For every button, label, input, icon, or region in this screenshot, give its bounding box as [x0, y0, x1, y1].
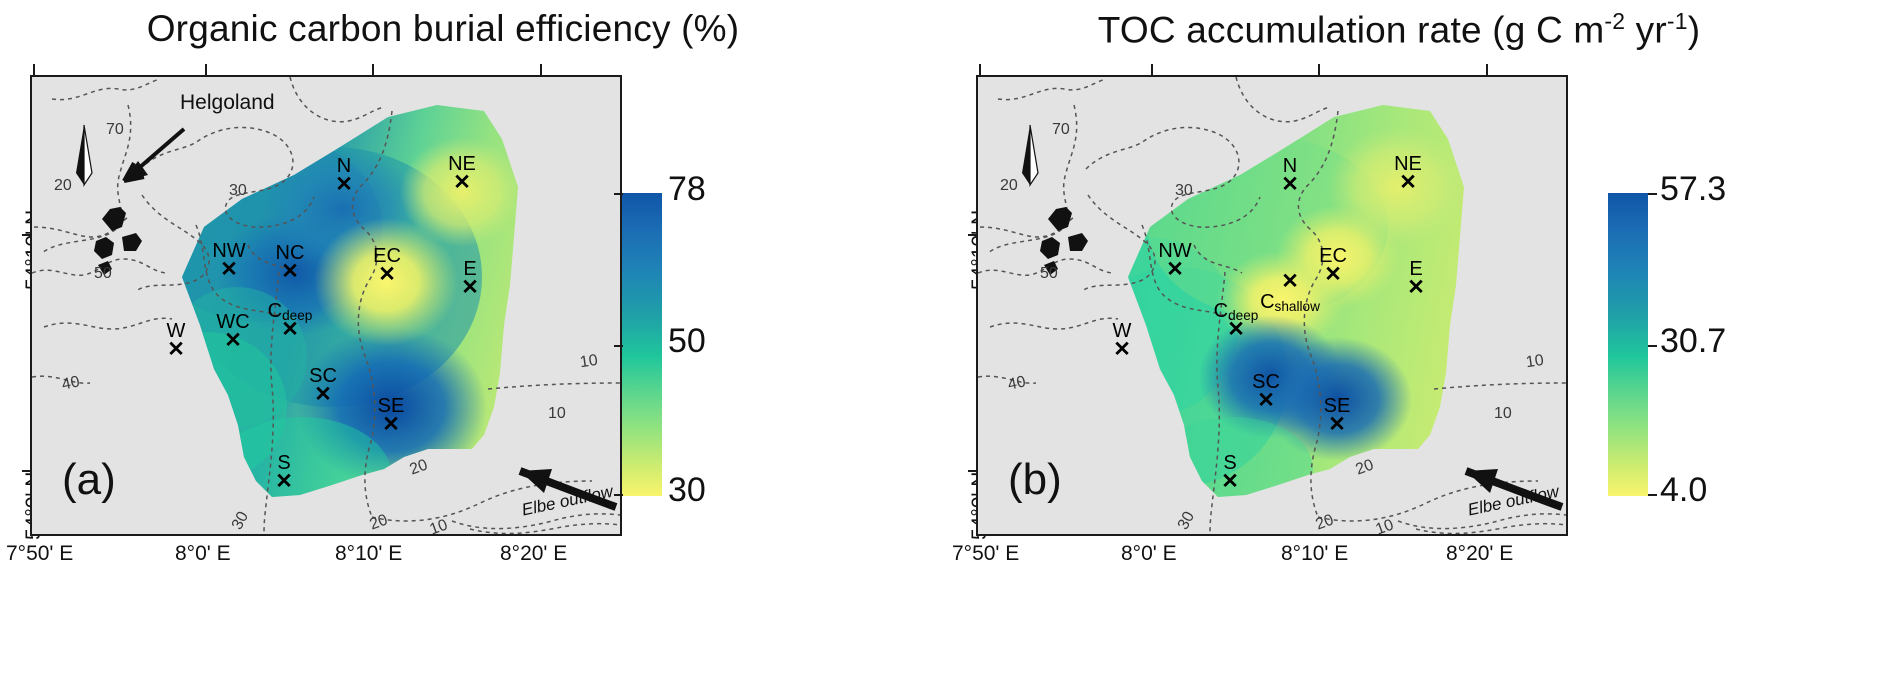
x-axis-label-8-0-E: 8°0' E — [175, 542, 231, 565]
panel-b-title-sup2: -1 — [1666, 8, 1688, 34]
map-svg-a — [32, 77, 620, 534]
elbe-outflow-arrow-a — [518, 467, 618, 511]
y-tick-lower — [22, 470, 32, 472]
depth-contour-label-20: 20 — [54, 177, 72, 194]
panel-b-title-pre: TOC accumulation rate (g C m — [1097, 9, 1605, 51]
y-tick-upper — [22, 234, 32, 236]
colorbar-a-label-max: 78 — [668, 170, 706, 208]
colorbar-b-tick-min — [1648, 494, 1657, 496]
x-axis-label-8-20-E-b: 8°20' E — [1446, 542, 1514, 565]
panel-b: TOC accumulation rate (g C m-2 yr-1) 54°… — [946, 0, 1892, 686]
y-tick-upper-b — [968, 234, 978, 236]
x-tick-4-b — [1486, 64, 1488, 75]
elbe-outflow-arrow-b — [1464, 467, 1564, 511]
colorbar-b-tick-mid — [1648, 345, 1657, 347]
x-tick-1 — [33, 64, 35, 75]
depth-contour-label-20-b: 20 — [1000, 177, 1018, 194]
depth-contour-label-70: 70 — [106, 121, 124, 138]
colorbar-b-label-mid: 30.7 — [1660, 322, 1727, 360]
colorbar-a-label-mid: 50 — [668, 322, 706, 360]
depth-contour-label-10-low-b: 10 — [1494, 405, 1512, 422]
colorbar-b — [1608, 193, 1648, 496]
panel-b-title-mid: yr — [1625, 9, 1667, 51]
helgoland-label: Helgoland — [180, 91, 275, 114]
x-tick-2 — [205, 64, 207, 75]
colorbar-b-tick-max — [1648, 193, 1657, 195]
panel-a-title: Organic carbon burial efficiency (%) — [146, 8, 740, 49]
map-area-a: N ✕ NE ✕ NW ✕ NC ✕ EC ✕ E ✕ W ✕ WC ✕ Cdeep ✕ SC ✕ … — [30, 75, 622, 536]
x-axis-label-7-50-E-b: 7°50' E — [952, 542, 1020, 565]
x-tick-2-b — [1151, 64, 1153, 75]
map-area-b: N ✕ NE ✕ NW ✕ EC ✕ E ✕ W ✕ Cdeep ✕ ✕ Cshallow SC… — [976, 75, 1568, 536]
depth-contour-label-40: 40 — [60, 373, 82, 394]
north-arrow-b — [1022, 124, 1039, 187]
north-arrow-a — [76, 124, 93, 187]
x-axis-label-8-20-E: 8°20' E — [500, 542, 568, 565]
depth-contour-label-40-b: 40 — [1006, 373, 1028, 394]
depth-contour-label-10-low: 10 — [548, 405, 566, 422]
depth-contour-label-10-mid-b: 10 — [1524, 351, 1545, 372]
x-tick-4 — [540, 64, 542, 75]
depth-contour-label-30-b: 30 — [1175, 182, 1193, 199]
colorbar-a-tick-mid — [614, 345, 623, 347]
panel-b-title-sup1: -2 — [1604, 8, 1626, 34]
panel-b-title-post: ) — [1687, 9, 1701, 51]
x-tick-3-b — [1318, 64, 1320, 75]
depth-contour-label-30: 30 — [229, 182, 247, 199]
colorbar-a-label-min: 30 — [668, 471, 706, 509]
panel-a: Organic carbon burial efficiency (%) 54°… — [6, 8, 740, 565]
x-axis-label-7-50-E: 7°50' E — [6, 542, 74, 565]
colorbar-a-tick-max — [614, 193, 623, 195]
panel-b-title: TOC accumulation rate (g C m-2 yr-1) — [946, 8, 1852, 51]
helgoland-arrow-a — [122, 127, 186, 183]
depth-contour-label-70-b: 70 — [1052, 121, 1070, 138]
colorbar-a — [622, 193, 662, 496]
panel-label-a: (a) — [62, 455, 116, 504]
colorbar-b-label-max: 57.3 — [1660, 170, 1727, 208]
x-axis-label-8-0-E-b: 8°0' E — [1121, 542, 1177, 565]
depth-contour-label-10-mid: 10 — [578, 351, 599, 372]
colorbar-b-label-min: 4.0 — [1660, 471, 1708, 509]
depth-contour-label-50: 50 — [94, 265, 112, 282]
x-axis-label-8-10-E: 8°10' E — [335, 542, 403, 565]
x-tick-1-b — [979, 64, 981, 75]
helgoland-island-b — [1040, 207, 1088, 275]
x-axis-label-8-10-E-b: 8°10' E — [1281, 542, 1349, 565]
helgoland-island-a — [94, 207, 142, 275]
panel-label-b: (b) — [1008, 455, 1062, 504]
y-tick-lower-b — [968, 470, 978, 472]
x-tick-3 — [372, 64, 374, 75]
depth-contour-label-50-b: 50 — [1040, 265, 1058, 282]
colorbar-a-tick-min — [614, 494, 623, 496]
map-svg-b — [978, 77, 1566, 534]
